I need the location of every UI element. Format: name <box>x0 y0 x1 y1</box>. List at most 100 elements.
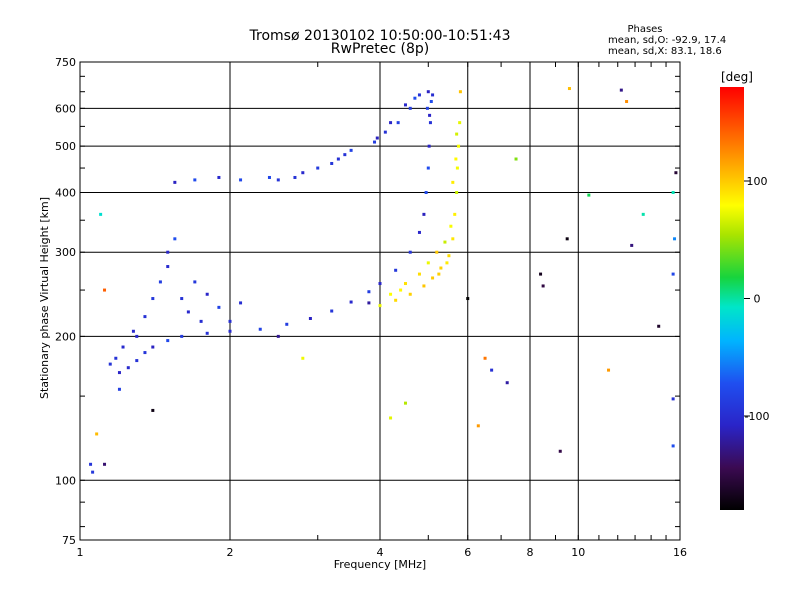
data-point <box>330 309 334 313</box>
data-point <box>95 432 99 436</box>
data-point <box>151 408 155 412</box>
data-point <box>451 237 455 241</box>
data-point <box>378 282 382 286</box>
data-point <box>408 250 412 254</box>
data-point <box>565 237 569 241</box>
data-point <box>426 90 430 94</box>
y-tick-label: 100 <box>55 474 76 487</box>
data-point <box>143 315 147 319</box>
data-point <box>428 113 432 117</box>
x-tick-label: 1 <box>77 546 84 559</box>
data-point <box>349 300 353 304</box>
data-point <box>422 284 426 288</box>
data-point <box>103 462 107 466</box>
data-point <box>394 298 398 302</box>
data-point <box>228 319 232 323</box>
y-tick-label: 400 <box>55 186 76 199</box>
data-point <box>476 424 480 428</box>
data-point <box>426 261 430 265</box>
data-point <box>316 166 320 170</box>
data-point <box>451 180 455 184</box>
grid-layer <box>80 62 680 540</box>
data-point <box>389 121 393 125</box>
data-point <box>91 470 95 474</box>
x-tick-label: 16 <box>673 546 687 559</box>
data-point <box>505 381 509 385</box>
data-point <box>205 331 209 335</box>
data-point <box>173 180 177 184</box>
data-point <box>217 175 221 179</box>
y-tick-label: 75 <box>62 534 76 547</box>
data-point <box>619 88 623 92</box>
data-point <box>413 96 417 100</box>
data-point <box>424 190 428 194</box>
data-point <box>425 106 429 110</box>
data-point <box>199 319 203 323</box>
x-tick-label: 4 <box>377 546 384 559</box>
chart-title: Tromsø 20130102 10:50:00-10:51:43 <box>249 28 511 44</box>
data-point <box>383 130 387 134</box>
data-point <box>427 144 431 148</box>
data-point <box>453 212 457 216</box>
data-point <box>671 272 675 276</box>
colorbar-label: [deg] <box>721 70 753 84</box>
data-point <box>674 171 678 175</box>
stats-title: Phases <box>627 24 662 35</box>
data-point <box>455 132 459 136</box>
data-point <box>99 212 103 216</box>
x-axis-ticks: 1 2 4 6 8 10 16 <box>77 62 687 559</box>
data-point <box>239 301 243 305</box>
data-point <box>671 397 675 401</box>
data-point <box>454 157 458 161</box>
data-point <box>403 282 407 286</box>
data-point <box>439 266 443 270</box>
data-point <box>135 334 139 338</box>
data-point <box>396 121 400 125</box>
data-point <box>457 144 461 148</box>
data-point <box>625 100 629 104</box>
data-point <box>173 237 177 241</box>
y-tick-label: 500 <box>55 140 76 153</box>
data-point <box>193 280 197 284</box>
stats-line-x: mean, sd,X: 83.1, 18.6 <box>608 46 722 57</box>
data-point <box>483 356 487 360</box>
data-point <box>673 237 677 241</box>
data-point <box>558 449 562 453</box>
data-point <box>180 334 184 338</box>
colorbar-tick-label: -100 <box>745 410 770 423</box>
colorbar-ticks: 100 0 -100 <box>744 175 769 423</box>
data-point <box>426 166 430 170</box>
data-point <box>301 171 305 175</box>
data-point <box>607 368 611 372</box>
data-point <box>514 157 518 161</box>
data-point <box>378 304 382 308</box>
data-point <box>541 284 545 288</box>
chart-subtitle: RwPretec (8p) <box>331 41 429 57</box>
colorbar-tick-label: 0 <box>754 293 761 306</box>
data-point <box>367 301 371 305</box>
data-point <box>151 345 155 349</box>
data-point <box>641 212 645 216</box>
data-point <box>239 178 243 182</box>
data-point <box>417 230 421 234</box>
data-point <box>394 268 398 272</box>
colorbar-tick-label: 100 <box>747 175 768 188</box>
data-point <box>671 190 675 194</box>
data-point <box>193 178 197 182</box>
data-point <box>389 292 393 296</box>
data-point <box>126 366 130 370</box>
data-point <box>403 103 407 107</box>
data-point <box>166 265 170 269</box>
data-point <box>455 190 459 194</box>
data-point <box>417 93 421 97</box>
x-axis-label: Frequency [MHz] <box>334 558 426 571</box>
data-point <box>114 356 118 360</box>
data-point <box>205 292 209 296</box>
data-point <box>567 87 571 91</box>
data-point <box>117 387 121 391</box>
data-point <box>166 339 170 343</box>
data-point <box>217 305 221 309</box>
data-point <box>399 288 403 292</box>
data-point <box>447 254 451 258</box>
y-axis-label: Stationary phase Virtual Height [km] <box>38 197 51 399</box>
